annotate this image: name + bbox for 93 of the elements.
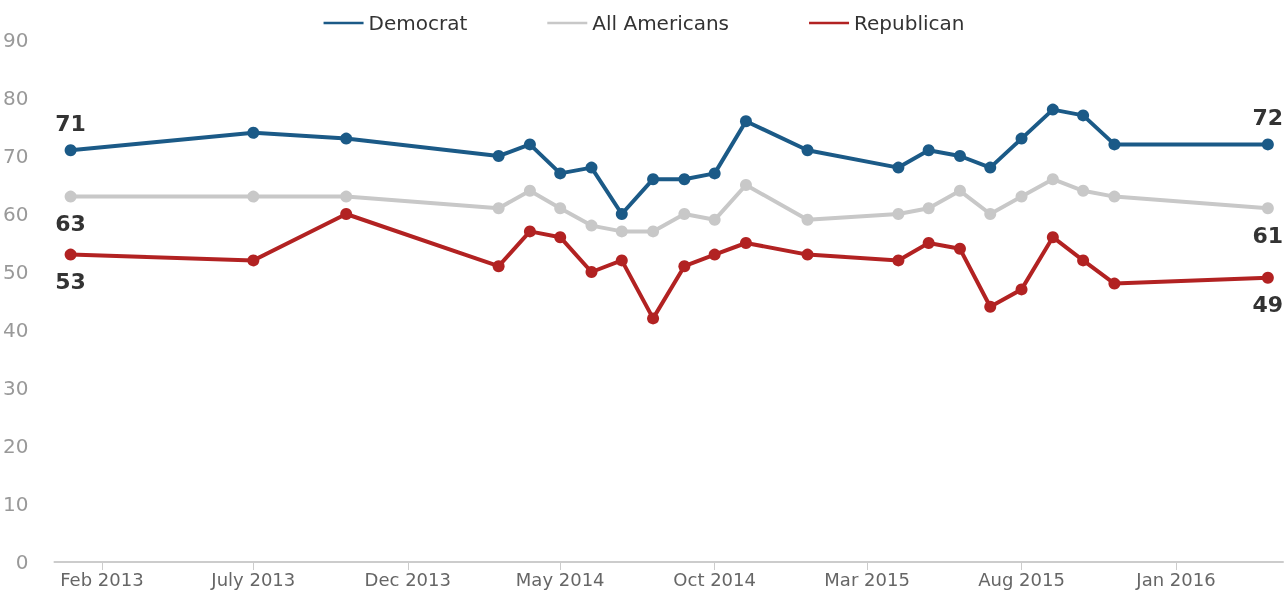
point: [984, 161, 997, 174]
point: [739, 179, 752, 191]
point: [523, 184, 536, 197]
point: [984, 208, 997, 220]
point: [892, 254, 905, 267]
data-label: 72: [1252, 104, 1284, 130]
point: [615, 208, 628, 220]
point: [1077, 109, 1090, 122]
point: [585, 219, 598, 232]
point: [523, 138, 536, 151]
point: [247, 126, 260, 139]
point: [801, 144, 814, 157]
point: [1261, 202, 1274, 215]
point: [708, 248, 721, 261]
point: [492, 260, 505, 273]
y-tick-label: 10: [3, 492, 29, 516]
y-tick-label: 80: [3, 86, 29, 110]
point: [739, 237, 752, 249]
point: [801, 213, 814, 226]
point: [678, 208, 691, 220]
point: [708, 167, 721, 180]
x-tick-label: May 2014: [515, 568, 605, 590]
x-tick-label: Aug 2015: [978, 568, 1065, 590]
point: [340, 190, 353, 203]
y-tick-label: 50: [3, 260, 29, 284]
point: [678, 173, 691, 186]
point: [1108, 277, 1121, 290]
point: [647, 173, 660, 186]
point: [892, 208, 905, 220]
x-tick-label: Oct 2014: [673, 568, 756, 590]
point: [739, 115, 752, 128]
x-tick-label: Jan 2016: [1135, 568, 1216, 590]
y-tick-label: 0: [15, 550, 29, 574]
y-tick-label: 40: [3, 318, 29, 342]
point: [953, 150, 966, 162]
point: [1015, 190, 1028, 203]
point: [1261, 271, 1274, 284]
data-label: 61: [1252, 222, 1284, 248]
point: [1077, 184, 1090, 197]
point: [1015, 132, 1028, 145]
point: [585, 161, 598, 174]
point: [554, 231, 567, 244]
x-tick-label: July 2013: [210, 568, 296, 590]
point: [523, 225, 536, 238]
x-tick-label: Mar 2015: [824, 568, 910, 590]
point: [1108, 138, 1121, 151]
point: [1077, 254, 1090, 267]
point: [1108, 190, 1121, 203]
point: [554, 202, 567, 215]
point: [615, 225, 628, 238]
data-label: 71: [55, 110, 86, 136]
point: [615, 254, 628, 267]
point: [892, 161, 905, 174]
point: [1261, 138, 1274, 151]
point: [801, 248, 814, 261]
data-label: 53: [55, 269, 86, 295]
legend-label: Democrat: [368, 11, 468, 35]
point: [247, 254, 260, 267]
point: [1046, 173, 1059, 186]
legend-label: All Americans: [592, 11, 730, 35]
point: [64, 144, 77, 157]
point: [922, 144, 935, 157]
point: [922, 237, 935, 249]
data-label: 63: [55, 211, 86, 237]
x-tick-label: Feb 2013: [60, 568, 144, 590]
point: [953, 242, 966, 255]
y-tick-label: 30: [3, 376, 29, 400]
point: [1015, 283, 1028, 296]
y-tick-label: 70: [3, 144, 29, 168]
x-tick-label: Dec 2013: [364, 568, 451, 590]
point: [1046, 231, 1059, 244]
legend-label: Republican: [854, 11, 965, 35]
point: [647, 225, 660, 238]
y-tick-label: 20: [3, 434, 29, 458]
point: [953, 184, 966, 197]
y-tick-label: 60: [3, 202, 29, 226]
point: [922, 202, 935, 215]
point: [984, 300, 997, 313]
data-label: 49: [1252, 292, 1284, 318]
point: [647, 312, 660, 325]
point: [340, 208, 353, 220]
point: [247, 190, 260, 203]
point: [554, 167, 567, 180]
point: [492, 150, 505, 162]
point: [585, 266, 598, 278]
point: [340, 132, 353, 145]
point: [64, 248, 77, 261]
point: [708, 213, 721, 226]
y-tick-label: 90: [3, 28, 29, 52]
point: [492, 202, 505, 215]
point: [678, 260, 691, 273]
point: [64, 190, 77, 203]
point: [1046, 103, 1059, 116]
